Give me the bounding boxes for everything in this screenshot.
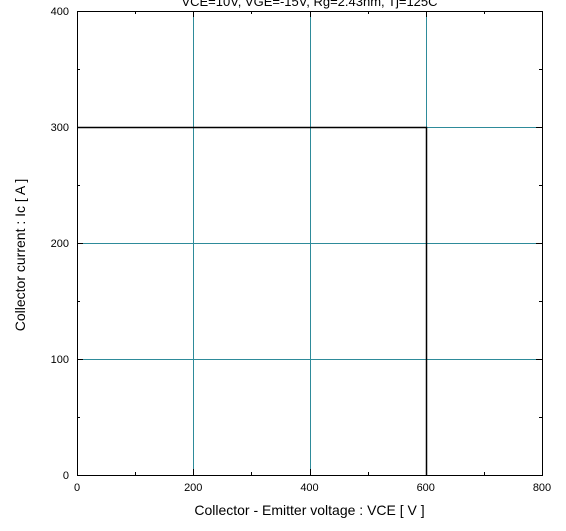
y-tick-label: 200 — [51, 238, 69, 250]
y-tick-label: 100 — [51, 354, 69, 366]
y-tick-label: 0 — [63, 470, 69, 482]
x-tick-label: 400 — [300, 482, 318, 494]
grid-layer — [77, 11, 542, 475]
y-tick-label: 300 — [51, 122, 69, 134]
tick-layer — [77, 11, 543, 476]
series-line — [77, 126, 428, 476]
x-tick-label: 600 — [417, 482, 435, 494]
y-axis-label: Collector current : Ic [ A ] — [12, 179, 28, 332]
x-tick-label: 800 — [533, 482, 551, 494]
x-axis-label: Collector - Emitter voltage : VCE [ V ] — [194, 502, 424, 518]
x-tick-label: 0 — [74, 482, 80, 494]
label-layer: 0 200 400 600 800 0 100 200 300 400 — [51, 6, 552, 494]
chart-title: VCE=10V, VGE=-15V, Rg=2.43hm, Tj=125C — [181, 0, 437, 9]
series-layer — [77, 126, 428, 476]
y-tick-label: 400 — [51, 6, 69, 18]
x-tick-label: 200 — [184, 482, 202, 494]
